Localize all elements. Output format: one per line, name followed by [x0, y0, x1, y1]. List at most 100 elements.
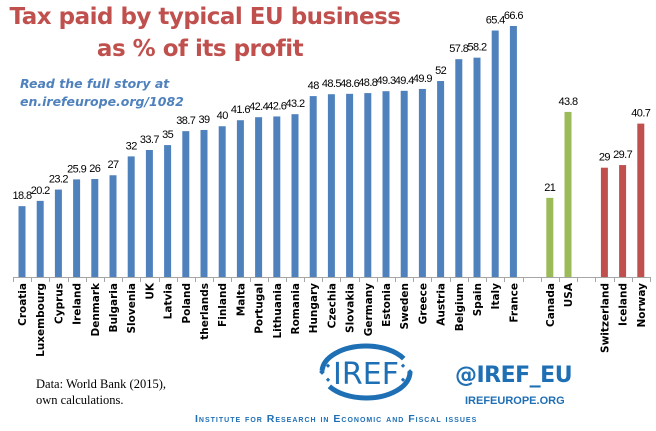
- data-label: 32: [126, 140, 138, 152]
- data-label: 49.3: [376, 75, 395, 87]
- data-label: 41.6: [231, 104, 250, 116]
- bar-austria: [437, 81, 445, 278]
- x-tick-label: therlands: [199, 283, 211, 340]
- x-tick-label: Cyprus: [53, 283, 65, 324]
- x-tick-label: Luxembourg: [35, 283, 47, 357]
- bar-portugal: [255, 117, 263, 278]
- bar-estonia: [382, 91, 390, 277]
- x-tick-label: Switzerland: [599, 283, 611, 353]
- institute-name: Institute for Research in Economic and F…: [195, 413, 478, 425]
- twitter-handle[interactable]: @IREF_EU: [455, 363, 573, 388]
- x-tick-label: Romania: [290, 283, 302, 335]
- story-link[interactable]: en.irefeurope.org/1082: [20, 94, 184, 109]
- x-tick-label: Czechia: [326, 283, 338, 328]
- data-label: 39: [198, 114, 210, 126]
- data-label: 29.7: [613, 149, 632, 161]
- chart-title-line-2: as % of its profit: [96, 36, 304, 62]
- source-note-line-2: own calculations.: [36, 393, 124, 407]
- x-tick-label: Italy: [490, 283, 502, 310]
- x-tick-label: Hungary: [308, 283, 320, 334]
- x-tick-label: UK: [144, 282, 156, 300]
- x-tick-label: Finland: [217, 283, 229, 327]
- data-label: 26: [89, 163, 101, 175]
- bar-bulgaria: [109, 175, 117, 277]
- bar-denmark: [91, 179, 99, 277]
- data-label: 49.4: [395, 75, 414, 87]
- bar-hungary: [309, 96, 317, 278]
- x-tick-label: Estonia: [381, 283, 393, 327]
- bar-cyprus: [54, 189, 62, 277]
- x-tick-label: Austria: [436, 283, 448, 326]
- data-label: 35: [162, 129, 174, 141]
- bar-france: [509, 26, 517, 277]
- bar-finland: [218, 126, 226, 277]
- bar-sweden: [400, 90, 408, 278]
- x-tick-label: Sweden: [399, 283, 411, 330]
- bar-switzerland: [600, 167, 608, 277]
- data-label: 23.2: [49, 174, 68, 186]
- data-label: 58.2: [467, 42, 486, 54]
- data-label: 48.8: [358, 77, 377, 89]
- x-tick-label: France: [508, 283, 520, 323]
- x-tick-label: Canada: [545, 283, 557, 327]
- data-label: 43.2: [285, 98, 304, 110]
- data-label: 43.8: [558, 96, 577, 108]
- bar-uk: [145, 149, 153, 277]
- x-tick-label: Spain: [472, 283, 484, 316]
- bar-slovakia: [346, 93, 354, 278]
- x-tick-label: Ireland: [72, 283, 84, 325]
- bar-malta: [236, 120, 244, 278]
- x-tick-label: Malta: [235, 283, 247, 316]
- x-tick-label: Latvia: [163, 283, 175, 319]
- x-tick-label: Slovenia: [126, 283, 138, 334]
- x-tick-label: Portugal: [254, 283, 266, 334]
- x-tick-label: Denmark: [90, 282, 102, 337]
- bar-luxembourg: [36, 200, 44, 277]
- data-label: 49.9: [413, 73, 432, 85]
- data-label: 33.7: [140, 134, 159, 146]
- data-label: 29: [599, 152, 611, 164]
- x-tick-label: Belgium: [454, 283, 466, 331]
- bar-ireland: [73, 179, 81, 277]
- chart-title-line-1: Tax paid by typical EU business: [9, 4, 401, 30]
- data-label: 52: [435, 65, 447, 77]
- data-label: 65.4: [486, 15, 505, 27]
- x-tick-label: Lithuania: [272, 283, 284, 339]
- bar-greece: [418, 88, 426, 277]
- x-tick-label: Germany: [363, 283, 375, 336]
- bar-norway: [637, 123, 645, 277]
- bar-poland: [182, 131, 190, 277]
- data-label: 18.8: [12, 190, 31, 202]
- bar-belgium: [455, 59, 463, 278]
- x-tick-label: Slovakia: [345, 283, 357, 333]
- bar-germany: [364, 93, 372, 278]
- bar-italy: [491, 30, 499, 277]
- x-tick-label: Croatia: [17, 283, 29, 326]
- data-label: 48.6: [340, 78, 359, 90]
- data-label: 38.7: [176, 115, 195, 127]
- bar-romania: [291, 114, 299, 278]
- data-label: 27: [107, 159, 119, 171]
- bar-canada: [546, 197, 554, 277]
- data-label: 21: [544, 182, 556, 194]
- website-link[interactable]: IREFEUROPE.ORG: [465, 395, 565, 407]
- data-label: 57.8: [449, 43, 468, 55]
- bar-croatia: [18, 206, 26, 277]
- bar-latvia: [164, 145, 172, 277]
- source-note-line-1: Data: World Bank (2015),: [36, 377, 166, 391]
- x-tick-label: Greece: [417, 283, 429, 324]
- bar-lithuania: [273, 116, 281, 278]
- bar-therlands: [200, 130, 208, 277]
- data-label: 40: [217, 110, 229, 122]
- data-label: 42.4: [249, 101, 268, 113]
- data-label: 40.7: [631, 108, 650, 120]
- x-tick-label: Norway: [636, 283, 648, 328]
- data-label: 48.5: [322, 78, 341, 90]
- bar-spain: [473, 57, 481, 278]
- data-label: 25.9: [67, 163, 86, 175]
- bar-slovenia: [127, 156, 135, 277]
- story-annotation-line-1: Read the full story at: [20, 76, 170, 91]
- bar-usa: [564, 111, 572, 278]
